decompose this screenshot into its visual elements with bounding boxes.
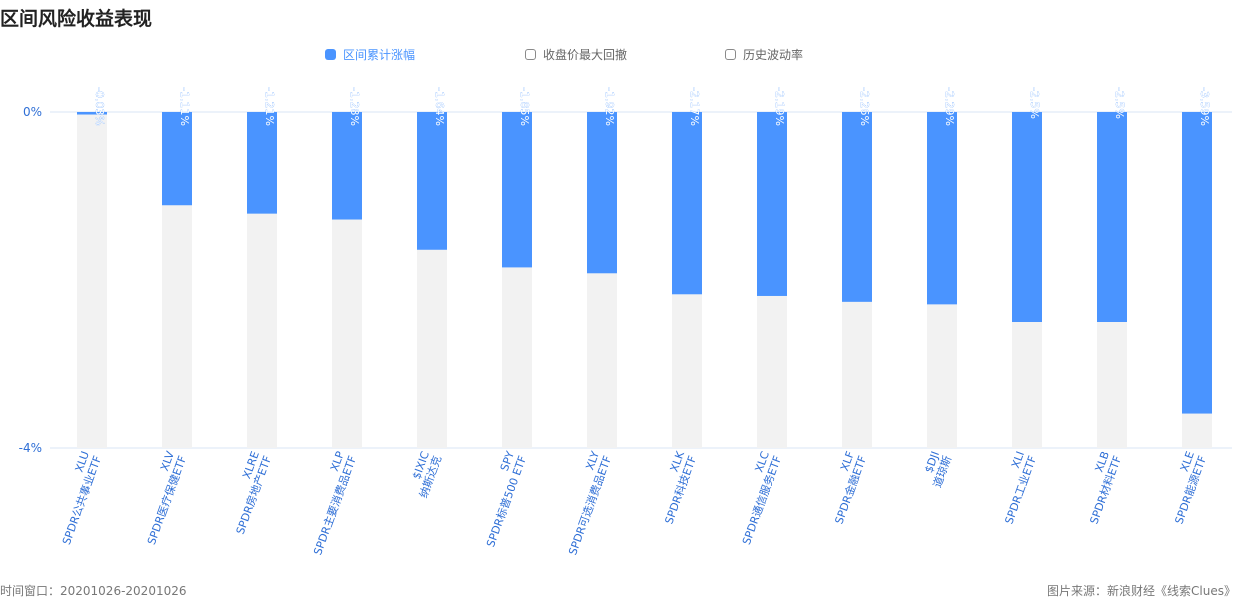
bar (587, 112, 617, 274)
bar-value-label: -1.28% (348, 87, 361, 126)
y-tick-label: -4% (19, 441, 42, 455)
bar-value-label: -2.26% (858, 87, 871, 126)
legend-label: 历史波动率 (743, 47, 804, 62)
legend-label: 区间累计涨幅 (343, 47, 416, 62)
bar-value-label: -1.11% (178, 87, 191, 126)
bar-value-label: -1.21% (263, 87, 276, 126)
legend-item-historical-volatility[interactable]: 历史波动率 (725, 44, 803, 64)
bar (757, 112, 787, 296)
bar-value-label: -1.85% (518, 87, 531, 126)
bar (417, 112, 447, 250)
bar (332, 112, 362, 220)
bar (672, 112, 702, 295)
bar (502, 112, 532, 268)
bar (77, 112, 107, 115)
x-tick-code: XLF (838, 450, 857, 473)
bar-value-label: -2.29% (943, 87, 956, 126)
bar-value-label: -2.5% (1028, 87, 1041, 119)
legend-label: 收盘价最大回撤 (543, 47, 628, 62)
bar (162, 112, 192, 206)
source-label: 图片来源：新浪财经《线索Clues》 (1047, 584, 1236, 598)
legend-checkbox-icon (525, 48, 536, 60)
legend-checkbox-icon (325, 48, 336, 60)
legend-checkbox-icon (725, 48, 736, 60)
legend-item-cumulative-gain[interactable]: 区间累计涨幅 (325, 44, 415, 64)
legend-item-max-drawdown[interactable]: 收盘价最大回撤 (525, 44, 627, 64)
bar-value-label: -2.5% (1113, 87, 1126, 119)
bar-value-label: -2.19% (773, 87, 786, 126)
x-tick-code: XLI (1009, 450, 1027, 470)
bar (842, 112, 872, 302)
bar-value-label: -3.59% (1198, 87, 1211, 126)
bar (247, 112, 277, 214)
time-window-label: 时间窗口：20201026-20201026 (0, 584, 187, 598)
bar (1182, 112, 1212, 414)
bar (1097, 112, 1127, 322)
legend: 区间累计涨幅 收盘价最大回撤 历史波动率 (0, 44, 1240, 64)
y-tick-label: 0% (23, 105, 42, 119)
x-tick-code: XLY (583, 449, 602, 471)
bar-value-label: -1.92% (603, 87, 616, 126)
bar-value-label: -0.03% (93, 87, 106, 126)
bar (927, 112, 957, 305)
bar-value-label: -1.64% (433, 87, 446, 126)
bar-value-label: -2.17% (688, 87, 701, 126)
chart-title: 区间风险收益表现 (0, 8, 153, 30)
bar-background (77, 112, 107, 448)
bar (1012, 112, 1042, 322)
